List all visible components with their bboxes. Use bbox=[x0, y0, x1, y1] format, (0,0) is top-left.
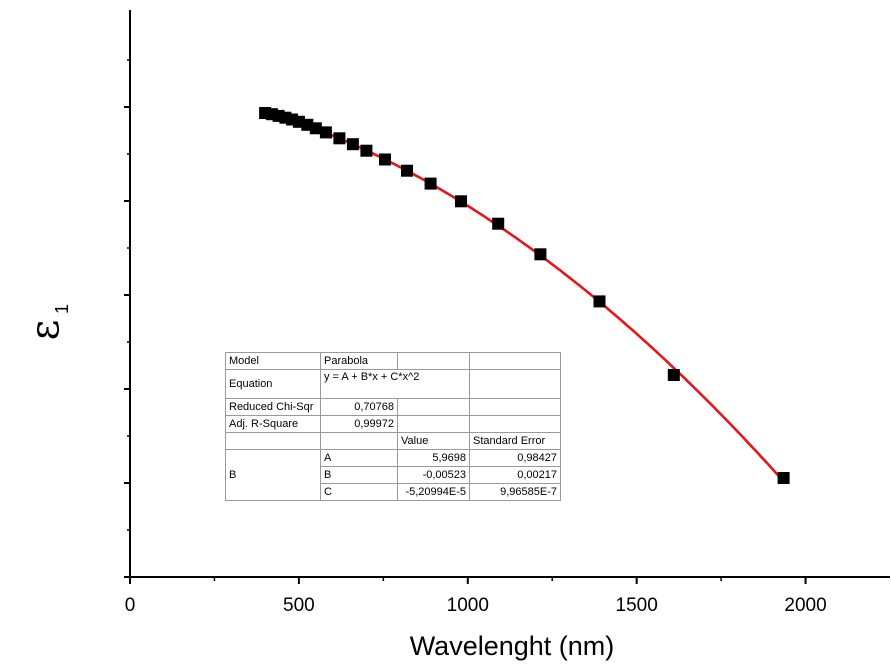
data-point bbox=[401, 164, 413, 177]
y-axis-symbol: ε bbox=[22, 320, 68, 341]
chi-label: Reduced Chi-Sqr bbox=[225, 398, 321, 416]
fit-results-table: Model Parabola Equation y = A + B*x + C*… bbox=[225, 352, 561, 501]
empty-cell bbox=[397, 398, 470, 416]
x-tick-label: 1500 bbox=[616, 595, 658, 616]
x-tick-label: 0 bbox=[125, 595, 136, 616]
empty-cell bbox=[225, 432, 321, 450]
table-row: B -0,00523 0,00217 bbox=[226, 466, 561, 484]
param-error: 0,00217 bbox=[469, 466, 561, 484]
data-point bbox=[593, 295, 606, 308]
r2-label: Adj. R-Square bbox=[225, 415, 321, 433]
equation-value: y = A + B*x + C*x^2 bbox=[320, 369, 470, 399]
data-point bbox=[309, 122, 322, 135]
data-point bbox=[333, 132, 346, 145]
table-row: Model Parabola bbox=[225, 352, 561, 370]
data-point bbox=[667, 369, 680, 381]
data-point bbox=[379, 153, 391, 166]
data-point bbox=[360, 144, 373, 157]
data-point bbox=[492, 217, 505, 230]
data-point bbox=[319, 126, 332, 139]
table-row: C -5,20994E-5 9,96585E-7 bbox=[226, 483, 561, 501]
x-tick-label: 500 bbox=[283, 595, 315, 616]
data-point bbox=[534, 248, 547, 261]
value-header: Value bbox=[397, 432, 470, 450]
r2-value: 0,99972 bbox=[320, 415, 398, 433]
empty-cell bbox=[397, 352, 470, 370]
x-axis-title: Wavelenght (nm) bbox=[410, 631, 615, 661]
data-point bbox=[455, 195, 467, 208]
param-name: A bbox=[320, 449, 398, 467]
data-point bbox=[346, 138, 359, 151]
x-tick-label: 2000 bbox=[784, 595, 826, 616]
equation-label: Equation bbox=[225, 369, 321, 399]
x-tick-label: 1000 bbox=[447, 595, 489, 616]
param-name: C bbox=[320, 483, 398, 501]
empty-cell bbox=[469, 369, 561, 399]
empty-cell bbox=[397, 415, 470, 433]
y-axis-subscript: 1 bbox=[52, 304, 72, 314]
table-row: Reduced Chi-Sqr 0,70768 bbox=[225, 398, 561, 416]
data-points bbox=[259, 107, 790, 484]
table-row: Adj. R-Square 0,99972 bbox=[225, 415, 561, 433]
table-row: Equation y = A + B*x + C*x^2 bbox=[225, 369, 561, 399]
param-error: 9,96585E-7 bbox=[469, 483, 561, 501]
chi-value: 0,70768 bbox=[320, 398, 398, 416]
empty-cell bbox=[469, 352, 561, 370]
y-axis-title: ε 1 bbox=[22, 304, 72, 340]
param-name: B bbox=[320, 466, 398, 484]
y-ticks bbox=[124, 59, 130, 578]
error-header: Standard Error bbox=[469, 432, 561, 450]
table-row: Value Standard Error bbox=[225, 432, 561, 450]
param-value: -0,00523 bbox=[397, 466, 470, 484]
param-error: 0,98427 bbox=[469, 449, 561, 467]
param-value: 5,9698 bbox=[397, 449, 470, 467]
empty-cell bbox=[469, 415, 561, 433]
empty-cell bbox=[469, 398, 561, 416]
empty-cell bbox=[320, 432, 398, 450]
table-row: B A 5,9698 0,98427 bbox=[225, 449, 561, 501]
model-label: Model bbox=[225, 352, 321, 370]
model-value: Parabola bbox=[320, 352, 398, 370]
group-label: B bbox=[225, 449, 321, 501]
x-ticks: 0 500 1000 1500 2000 bbox=[125, 577, 827, 616]
param-value: -5,20994E-5 bbox=[397, 483, 470, 501]
data-point bbox=[777, 472, 790, 484]
data-point bbox=[424, 177, 437, 190]
